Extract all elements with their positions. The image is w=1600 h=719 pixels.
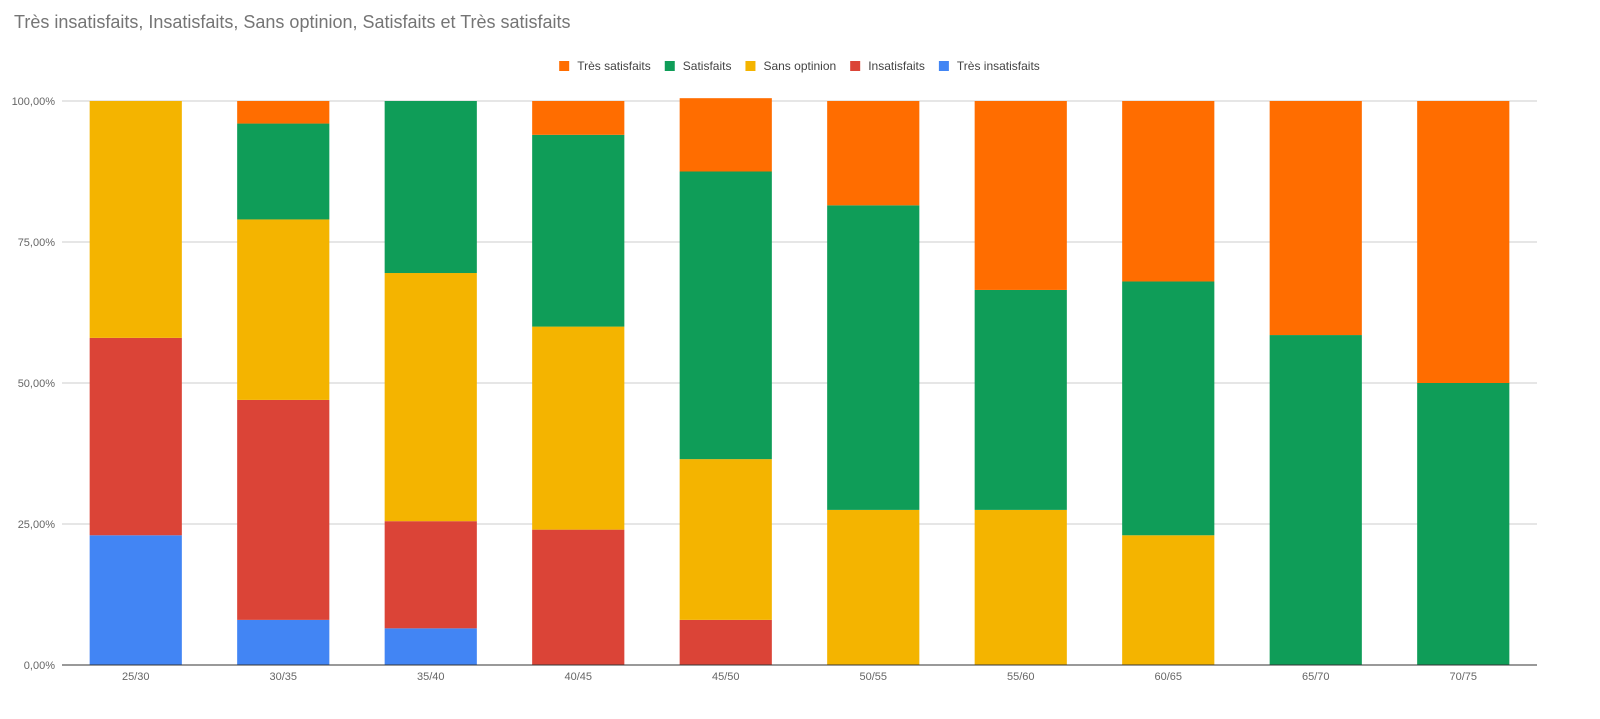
legend-label: Insatisfaits [868,59,925,73]
bar-segment [384,273,477,522]
bar-segment [1122,281,1215,536]
legend-label: Très satisfaits [577,59,651,73]
chart-title: Très insatisfaits, Insatisfaits, Sans op… [14,12,571,32]
bar-segment [974,101,1067,290]
bar-segment [384,521,477,629]
x-tick-label: 65/70 [1302,671,1330,683]
bar-segment [1269,101,1362,336]
legend-item: Insatisfaits [850,59,925,73]
x-tick-label: 35/40 [417,671,445,683]
bar-segment [1122,101,1215,282]
legend-label: Satisfaits [683,59,732,73]
bars [89,98,1510,665]
bar-segment [237,399,330,620]
bar-segment [1417,383,1510,665]
bar-segment [237,101,330,124]
legend-swatch [745,61,756,71]
x-tick-label: 60/65 [1154,671,1182,683]
bar-segment [532,529,625,665]
x-tick-label: 50/55 [859,671,887,683]
axes: 0,00% 25,00% 50,00% 75,00% 100,00% 25/30 30/35… [12,96,1537,683]
y-tick-label: 50,00% [18,378,56,390]
bar-segment [679,459,772,620]
legend-swatch [938,61,949,71]
bar-segment [532,101,625,135]
legend-label: Sans optinion [763,59,836,73]
bar-segment [679,619,772,665]
y-tick-label: 0,00% [24,660,55,672]
x-tick-label: 45/50 [712,671,740,683]
bar-segment [89,535,182,665]
bar-segment [1417,101,1510,383]
legend-item: Satisfaits [664,59,732,73]
bar-segment [827,509,920,665]
x-tick-label: 25/30 [122,671,150,683]
bar-segment [974,509,1067,665]
bar-segment [532,134,625,327]
legend-swatch [559,61,570,71]
y-tick-label: 100,00% [12,96,56,108]
x-tick-label: 55/60 [1007,671,1035,683]
bar-segment [827,101,920,206]
bar-segment [237,219,330,400]
x-tick-label: 70/75 [1449,671,1477,683]
bar-segment [384,101,477,274]
legend-label: Très insatisfaits [957,59,1040,73]
y-tick-label: 75,00% [18,237,56,249]
legend-item: Très insatisfaits [938,59,1040,73]
legend-swatch [850,61,861,71]
y-tick-label: 25,00% [18,519,56,531]
bar-segment [974,289,1067,510]
bar-segment [237,123,330,220]
legend: Très satisfaits Satisfaits Sans optinion In… [559,59,1040,73]
legend-item: Très satisfaits [559,59,651,73]
bar-segment [237,619,330,665]
bar-segment [89,101,182,338]
legend-swatch [664,61,675,71]
bar-segment [1122,535,1215,665]
x-tick-label: 40/45 [564,671,592,683]
x-tick-label: 30/35 [269,671,297,683]
bar-segment [1269,335,1362,665]
bar-segment [532,326,625,530]
legend-item: Sans optinion [745,59,836,73]
bar-segment [89,337,182,536]
bar-segment [384,628,477,665]
bar-segment [827,205,920,510]
bar-segment [679,171,772,460]
bar-segment [679,98,772,172]
